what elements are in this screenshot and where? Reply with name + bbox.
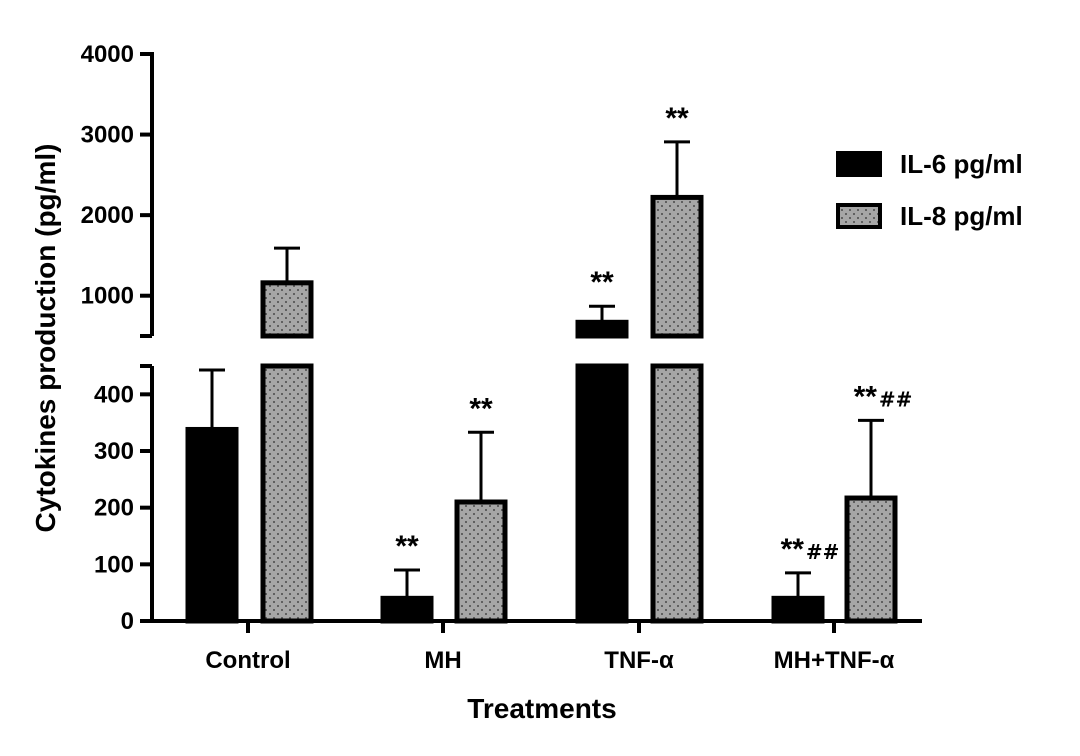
x-tick-label: Control (205, 647, 290, 674)
y-axis-title: Cytokines production (pg/ml) (30, 144, 61, 533)
bar-upper-il-6-pg-ml-tnf (575, 319, 629, 339)
axes: 0 100 200 300 400 1000 2000 3000 4000 Control MH TN… (81, 41, 922, 674)
bar-il-6-pg-ml-tnf (575, 363, 629, 624)
y-tick-label: 1000 (81, 283, 134, 310)
y-tick-label: 2000 (81, 202, 134, 229)
significance-label: ** (590, 266, 614, 299)
legend-label: IL-8 pg/ml (900, 201, 1023, 231)
significance-label: ** (395, 530, 419, 563)
bar-il-6-pg-ml-mh-tnf (771, 595, 825, 624)
y-tick-label: 200 (94, 495, 134, 522)
y-tick-label: 400 (94, 381, 134, 408)
x-tick-label: MH (424, 647, 461, 674)
bar-upper-il-8-pg-ml-control (260, 280, 314, 339)
bar-upper-il-8-pg-ml-tnf (650, 194, 704, 339)
legend-swatch (836, 151, 882, 177)
legend: IL-6 pg/ml IL-8 pg/ml (836, 149, 1023, 231)
bars: ** ** ** ## ** ** ** ## (185, 102, 913, 624)
significance-label: ** (469, 392, 493, 425)
bar-il-6-pg-ml-control (185, 426, 239, 624)
x-tick-label: TNF-α (604, 647, 674, 674)
y-tick-label: 3000 (81, 122, 134, 149)
significance-label: ** (665, 102, 689, 135)
legend-label: IL-6 pg/ml (900, 149, 1023, 179)
y-tick-label: 0 (121, 608, 134, 635)
significance-label: ** ## (781, 533, 840, 566)
bar-il-8-pg-ml-mh (454, 499, 508, 624)
significance-label: ** ## (854, 380, 913, 413)
x-axis-title: Treatments (467, 693, 616, 724)
x-tick-label: MH+TNF-α (774, 647, 895, 674)
legend-swatch (836, 203, 882, 229)
y-tick-label: 300 (94, 438, 134, 465)
bar-il-8-pg-ml-control (260, 363, 314, 624)
bar-il-6-pg-ml-mh (380, 595, 434, 624)
bar-il-8-pg-ml-tnf (650, 363, 704, 624)
bar-il-8-pg-ml-mh-tnf (844, 495, 898, 624)
y-tick-label: 100 (94, 551, 134, 578)
y-tick-label: 4000 (81, 41, 134, 68)
